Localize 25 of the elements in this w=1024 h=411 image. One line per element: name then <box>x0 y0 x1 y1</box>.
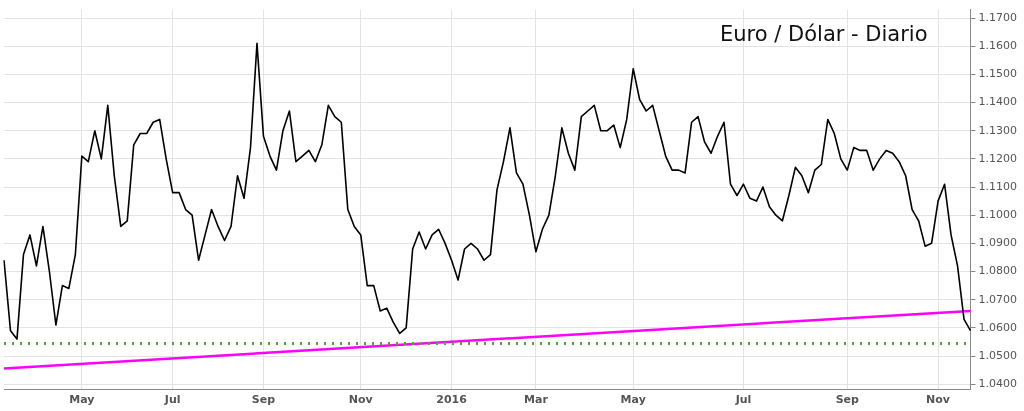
y-tick-label: 1.1700 <box>978 10 1018 24</box>
y-tick-label: 1.1100 <box>978 179 1018 193</box>
x-tick-label: May <box>69 393 95 407</box>
y-tick-label: 1.1400 <box>978 95 1018 109</box>
x-tick-label: 2016 <box>436 393 468 407</box>
y-tick-label: 1.0600 <box>978 320 1018 334</box>
x-tick-label: Sep <box>835 393 860 407</box>
y-tick-label: 1.0900 <box>978 236 1018 250</box>
y-tick-label: 1.1000 <box>978 208 1018 222</box>
y-tick-label: 1.1300 <box>978 123 1018 137</box>
x-tick-label: Nov <box>926 393 951 407</box>
x-tick-label: Jul <box>163 393 181 407</box>
x-tick-label: Jul <box>734 393 752 407</box>
x-tick-label: Nov <box>348 393 374 407</box>
y-tick-label: 1.1500 <box>978 67 1018 81</box>
y-tick-label: 1.1600 <box>978 39 1018 53</box>
x-tick-label: Mar <box>524 393 549 407</box>
y-tick-label: 1.1200 <box>978 151 1018 165</box>
x-tick-label: May <box>620 393 646 407</box>
y-tick-label: 1.0500 <box>978 348 1018 362</box>
y-tick-label: 1.0400 <box>978 377 1018 391</box>
y-tick-label: 1.0700 <box>978 292 1018 306</box>
y-tick-label: 1.0800 <box>978 264 1018 278</box>
text: Euro / Dólar - Diario <box>720 22 928 46</box>
x-tick-label: Sep <box>251 393 276 407</box>
